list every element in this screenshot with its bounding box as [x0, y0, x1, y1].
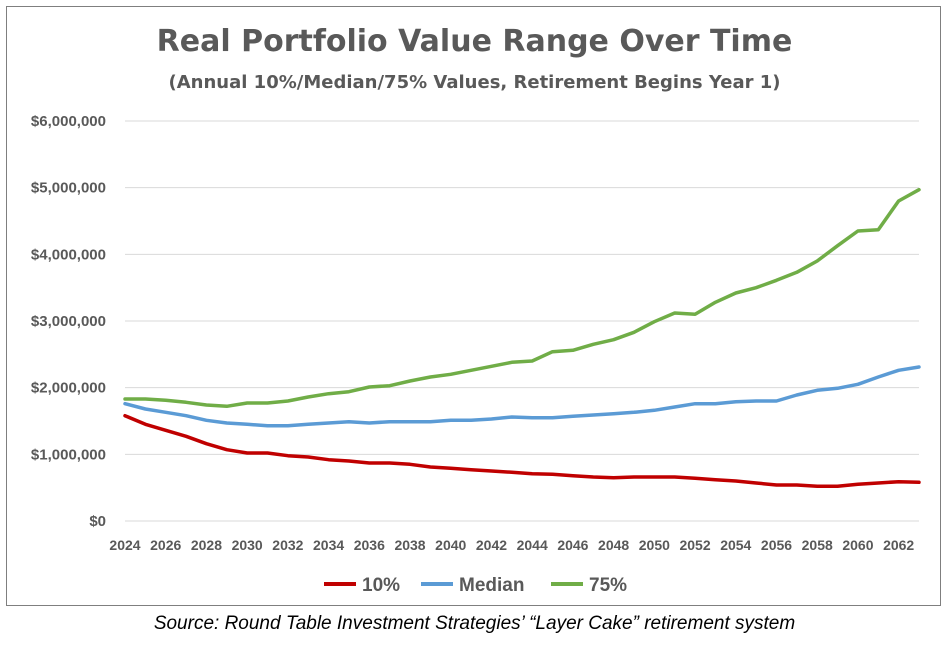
y-axis-ticks: $0 $1,000,000 $2,000,000 $3,000,000 $4,000,0… — [31, 113, 106, 530]
x-tick-label: 2056 — [761, 537, 792, 553]
x-tick-label: 2034 — [313, 537, 344, 553]
legend: 10% Median 75% — [324, 575, 627, 596]
legend-label: 75% — [589, 575, 627, 596]
x-axis-ticks: 2024 2026 2028 2030 2032 2034 2036 2038 2040 2042… — [109, 537, 914, 553]
x-tick-label: 2050 — [639, 537, 670, 553]
source-note: Source: Round Table Investment Strategie… — [153, 613, 796, 634]
x-tick-label: 2046 — [557, 537, 588, 553]
x-tick-label: 2036 — [354, 537, 385, 553]
x-tick-label: 2054 — [720, 537, 751, 553]
x-tick-label: 2058 — [802, 537, 833, 553]
x-tick-label: 2052 — [679, 537, 710, 553]
x-tick-label: 2038 — [394, 537, 425, 553]
x-tick-label: 2048 — [598, 537, 629, 553]
x-tick-label: 2026 — [150, 537, 181, 553]
y-tick-label: $1,000,000 — [31, 446, 106, 463]
series-lines — [123, 187, 921, 489]
y-tick-label: $4,000,000 — [31, 246, 106, 263]
y-tick-label: $3,000,000 — [31, 313, 106, 330]
x-tick-label: 2042 — [476, 537, 507, 553]
legend-label: Median — [459, 575, 524, 596]
x-tick-label: 2024 — [109, 537, 140, 553]
chart-frame — [6, 6, 941, 606]
legend-label: 10% — [362, 575, 400, 596]
y-tick-label: $2,000,000 — [31, 380, 106, 397]
series-line-median — [123, 365, 921, 428]
series-line-75 — [123, 187, 921, 409]
x-tick-label: 2060 — [842, 537, 873, 553]
y-tick-label: $5,000,000 — [31, 180, 106, 197]
x-tick-label: 2032 — [272, 537, 303, 553]
x-tick-label: 2040 — [435, 537, 466, 553]
x-tick-label: 2028 — [191, 537, 222, 553]
x-tick-label: 2030 — [232, 537, 263, 553]
chart-subtitle: (Annual 10%/Median/75% Values, Retiremen… — [168, 72, 781, 93]
x-tick-label: 2062 — [883, 537, 914, 553]
x-tick-label: 2044 — [517, 537, 548, 553]
y-tick-label: $0 — [89, 513, 106, 530]
series-line-10 — [123, 413, 921, 489]
y-tick-label: $6,000,000 — [31, 113, 106, 130]
chart-title: Real Portfolio Value Range Over Time — [156, 24, 793, 59]
gridlines — [125, 120, 919, 522]
